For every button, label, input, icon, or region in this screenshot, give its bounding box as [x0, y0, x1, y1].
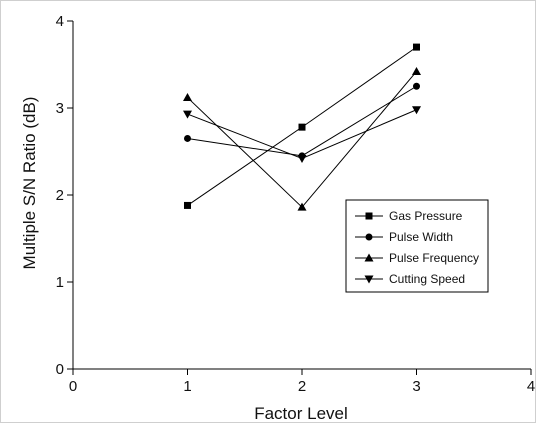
y-axis-title: Multiple S/N Ratio (dB) — [20, 97, 39, 270]
axis-ticks: 0 1 2 3 4 0 1 2 3 4 — [56, 13, 536, 395]
data-point — [412, 66, 421, 75]
legend-marker — [364, 253, 374, 262]
legend-label: Pulse Frequency — [389, 251, 479, 265]
data-point — [412, 106, 421, 115]
x-tick-label: 2 — [298, 378, 306, 395]
data-point — [184, 201, 191, 209]
legend-marker — [365, 233, 373, 241]
series-layer — [183, 43, 421, 211]
y-tick-label: 0 — [56, 361, 64, 378]
legend-marker — [365, 212, 373, 220]
legend-label: Gas Pressure — [389, 209, 463, 223]
y-tick-label: 1 — [56, 274, 64, 291]
data-point — [183, 93, 192, 102]
data-point — [297, 154, 307, 163]
data-point — [413, 43, 420, 51]
plot-area — [73, 21, 531, 369]
data-point — [183, 110, 192, 119]
data-point — [184, 134, 191, 142]
y-tick-label: 4 — [56, 13, 64, 30]
x-tick-label: 4 — [527, 378, 535, 395]
x-tick-label: 1 — [183, 378, 191, 395]
data-point — [413, 82, 420, 90]
y-tick-label: 3 — [56, 100, 64, 117]
x-tick-label: 0 — [69, 378, 77, 395]
x-axis-title: Factor Level — [254, 404, 348, 423]
y-tick-label: 2 — [56, 187, 64, 204]
legend-label: Pulse Width — [389, 230, 453, 244]
data-point — [297, 202, 307, 211]
data-point — [298, 123, 306, 131]
legend-marker — [364, 275, 374, 284]
x-tick-label: 3 — [412, 378, 420, 395]
legend: Gas Pressure Pulse Width Pulse Frequency Cu… — [345, 199, 489, 293]
legend-label: Cutting Speed — [389, 272, 465, 286]
